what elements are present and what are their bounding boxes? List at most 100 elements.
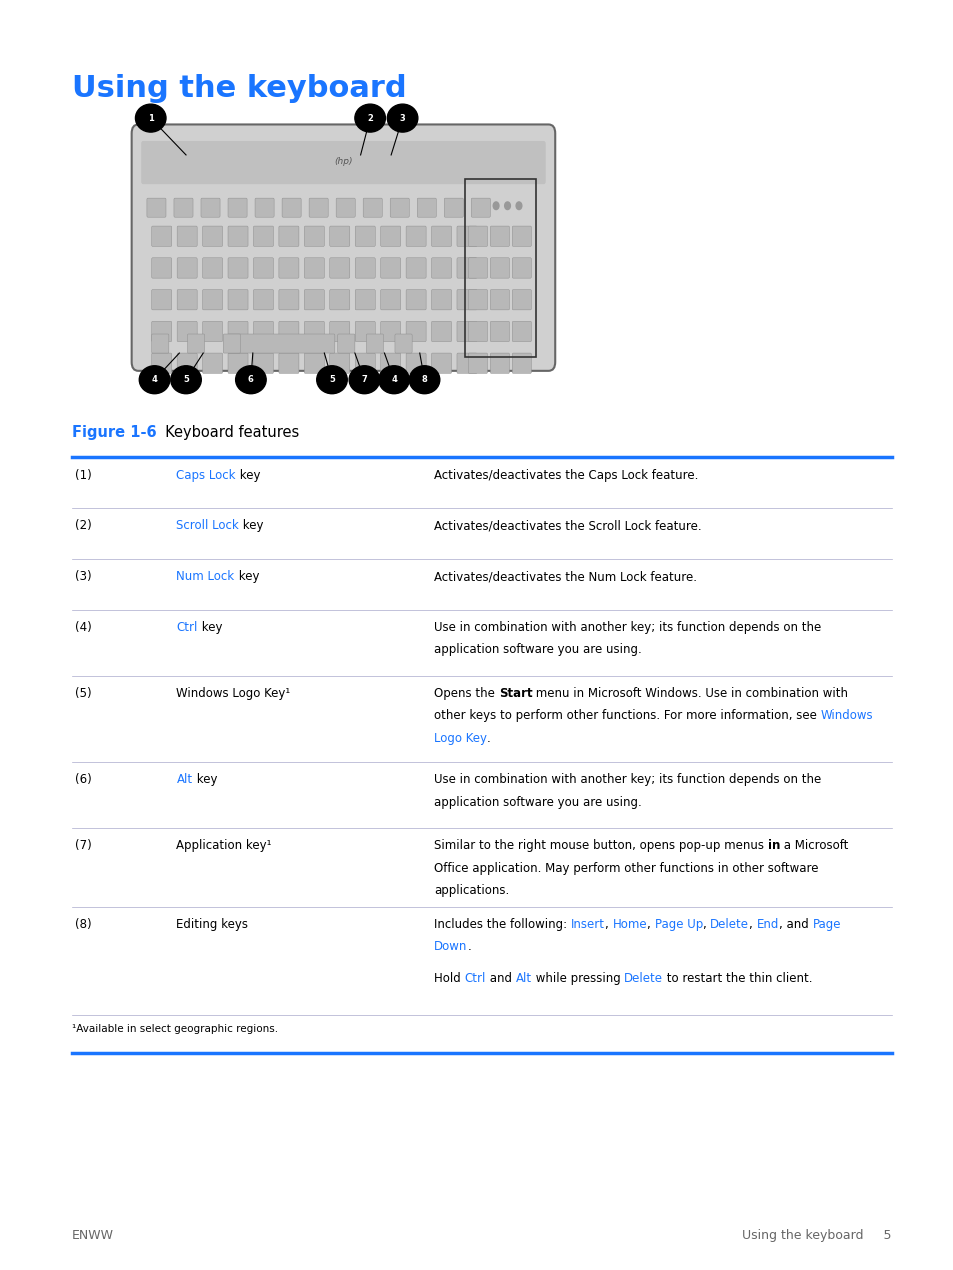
Circle shape (493, 202, 498, 210)
FancyBboxPatch shape (363, 198, 382, 217)
FancyBboxPatch shape (152, 258, 172, 278)
Text: (3): (3) (75, 570, 91, 583)
FancyBboxPatch shape (278, 353, 298, 373)
Ellipse shape (171, 366, 201, 394)
FancyBboxPatch shape (512, 258, 531, 278)
Text: menu in Microsoft Windows. Use in combination with: menu in Microsoft Windows. Use in combin… (532, 687, 847, 700)
FancyBboxPatch shape (187, 334, 204, 353)
Ellipse shape (378, 366, 409, 394)
Text: ,: , (748, 918, 756, 931)
FancyBboxPatch shape (431, 226, 451, 246)
Circle shape (516, 202, 521, 210)
FancyBboxPatch shape (253, 226, 274, 246)
FancyBboxPatch shape (468, 321, 487, 342)
FancyBboxPatch shape (309, 198, 328, 217)
Text: key: key (193, 773, 217, 786)
FancyBboxPatch shape (431, 290, 451, 310)
Text: Use in combination with another key; its function depends on the: Use in combination with another key; its… (434, 621, 821, 634)
FancyBboxPatch shape (406, 258, 426, 278)
FancyBboxPatch shape (406, 290, 426, 310)
Text: Alt: Alt (516, 972, 531, 984)
Text: 5: 5 (329, 375, 335, 385)
FancyBboxPatch shape (228, 321, 248, 342)
Text: Use in combination with another key; its function depends on the: Use in combination with another key; its… (434, 773, 821, 786)
FancyBboxPatch shape (456, 321, 476, 342)
Text: Opens the: Opens the (434, 687, 498, 700)
Ellipse shape (387, 104, 417, 132)
Ellipse shape (135, 104, 166, 132)
FancyBboxPatch shape (278, 321, 298, 342)
FancyBboxPatch shape (223, 334, 240, 353)
Text: Using the keyboard     5: Using the keyboard 5 (741, 1229, 891, 1242)
Text: Down: Down (434, 941, 467, 954)
Text: Caps Lock: Caps Lock (176, 469, 235, 481)
Text: 7: 7 (361, 375, 367, 385)
FancyBboxPatch shape (330, 258, 350, 278)
FancyBboxPatch shape (253, 321, 274, 342)
FancyBboxPatch shape (152, 334, 169, 353)
Text: 1: 1 (148, 113, 153, 123)
Text: ENWW: ENWW (71, 1229, 113, 1242)
FancyBboxPatch shape (177, 226, 197, 246)
Text: Start: Start (498, 687, 532, 700)
FancyBboxPatch shape (228, 198, 247, 217)
FancyBboxPatch shape (490, 226, 509, 246)
FancyBboxPatch shape (380, 290, 400, 310)
FancyBboxPatch shape (201, 198, 220, 217)
FancyBboxPatch shape (330, 290, 350, 310)
Text: Windows Logo Key¹: Windows Logo Key¹ (176, 687, 291, 700)
Text: (2): (2) (75, 519, 92, 532)
FancyBboxPatch shape (177, 321, 197, 342)
FancyBboxPatch shape (147, 198, 166, 217)
Text: .: . (487, 732, 490, 744)
FancyBboxPatch shape (512, 290, 531, 310)
Text: 5: 5 (183, 375, 189, 385)
FancyBboxPatch shape (471, 198, 490, 217)
Text: 4: 4 (152, 375, 157, 385)
FancyBboxPatch shape (202, 353, 222, 373)
FancyBboxPatch shape (330, 353, 350, 373)
Text: Windows: Windows (820, 710, 872, 723)
Text: ,: , (646, 918, 654, 931)
FancyBboxPatch shape (253, 258, 274, 278)
Ellipse shape (316, 366, 347, 394)
FancyBboxPatch shape (456, 226, 476, 246)
FancyBboxPatch shape (202, 290, 222, 310)
FancyBboxPatch shape (304, 353, 324, 373)
Text: (1): (1) (75, 469, 92, 481)
FancyBboxPatch shape (330, 226, 350, 246)
Circle shape (504, 202, 510, 210)
FancyBboxPatch shape (468, 258, 487, 278)
Text: Ctrl: Ctrl (464, 972, 485, 984)
Text: (8): (8) (75, 918, 91, 931)
Ellipse shape (409, 366, 439, 394)
Text: Ctrl: Ctrl (176, 621, 197, 634)
Ellipse shape (235, 366, 266, 394)
FancyBboxPatch shape (355, 290, 375, 310)
FancyBboxPatch shape (380, 321, 400, 342)
Ellipse shape (355, 104, 385, 132)
Text: to restart the thin client.: to restart the thin client. (662, 972, 812, 984)
FancyBboxPatch shape (335, 198, 355, 217)
Text: key: key (235, 469, 260, 481)
FancyBboxPatch shape (173, 198, 193, 217)
Text: Application key¹: Application key¹ (176, 839, 272, 852)
FancyBboxPatch shape (468, 226, 487, 246)
FancyBboxPatch shape (330, 321, 350, 342)
FancyBboxPatch shape (337, 334, 355, 353)
Text: application software you are using.: application software you are using. (434, 644, 641, 657)
FancyBboxPatch shape (390, 198, 409, 217)
Text: Delete: Delete (623, 972, 662, 984)
FancyBboxPatch shape (282, 198, 301, 217)
FancyBboxPatch shape (512, 353, 531, 373)
Text: (5): (5) (75, 687, 91, 700)
Text: Activates/deactivates the Scroll Lock feature.: Activates/deactivates the Scroll Lock fe… (434, 519, 701, 532)
Text: Editing keys: Editing keys (176, 918, 248, 931)
Text: (4): (4) (75, 621, 92, 634)
FancyBboxPatch shape (304, 290, 324, 310)
FancyBboxPatch shape (278, 226, 298, 246)
Text: a Microsoft: a Microsoft (780, 839, 847, 852)
Text: Delete: Delete (710, 918, 748, 931)
FancyBboxPatch shape (202, 258, 222, 278)
FancyBboxPatch shape (380, 226, 400, 246)
